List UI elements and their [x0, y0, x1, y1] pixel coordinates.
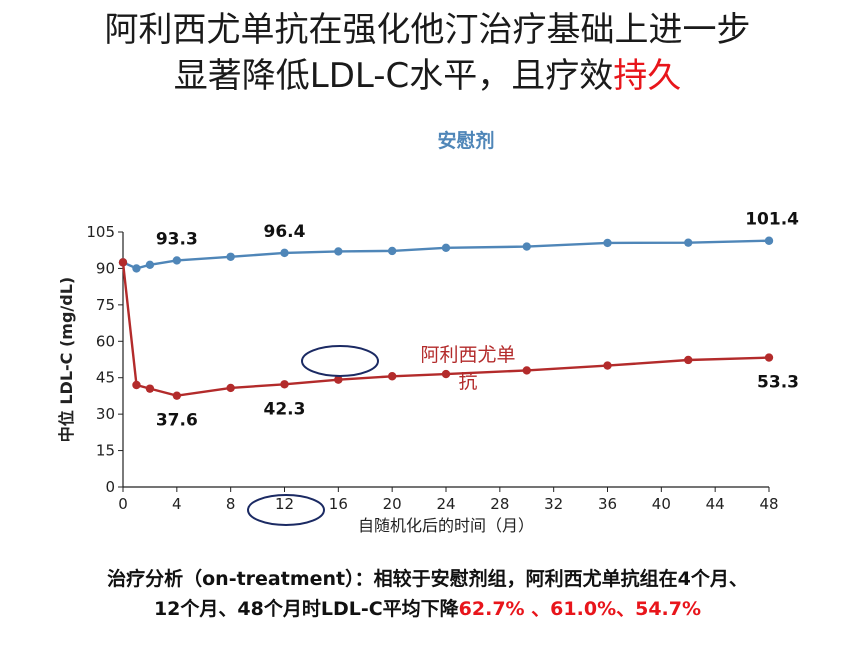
- x-tick-label: 4: [172, 495, 182, 513]
- highlight-ellipse-x12: [247, 494, 325, 526]
- footer-line-2: 12个月、48个月时LDL-C平均下降62.7% 、61.0%、54.7%: [0, 594, 855, 624]
- x-tick-label: 32: [544, 495, 563, 513]
- x-axis-title: 自随机化后的时间（月）: [358, 516, 534, 535]
- data-point-alirocumab: [132, 380, 141, 390]
- highlight-ellipse-chart: [301, 345, 379, 377]
- y-tick-label: 105: [86, 223, 115, 241]
- data-point-placebo: [145, 260, 155, 269]
- title-line-2-highlight: 持久: [613, 56, 682, 96]
- data-point-placebo: [334, 247, 343, 256]
- y-tick-label: 75: [96, 296, 115, 314]
- data-point-alirocumab: [226, 383, 235, 393]
- data-label: 42.3: [264, 399, 306, 419]
- series-label-alirocumab-line2: 抗: [458, 371, 477, 393]
- data-point-alirocumab: [441, 369, 451, 379]
- y-axis-title: 中位 LDL-C (mg/dL): [57, 277, 76, 442]
- data-point-placebo: [387, 246, 397, 256]
- x-tick-label: 0: [118, 495, 128, 513]
- y-tick-label: 60: [96, 332, 115, 350]
- data-label: 53.3: [757, 373, 799, 393]
- data-point-alirocumab: [522, 366, 531, 375]
- data-point-alirocumab: [603, 361, 612, 370]
- data-point-alirocumab: [764, 353, 774, 362]
- y-tick-label: 0: [105, 478, 115, 496]
- x-tick-label: 8: [226, 495, 236, 513]
- data-point-placebo: [522, 242, 531, 251]
- chart-series: [118, 236, 774, 400]
- title-line-2: 显著降低LDL-C水平，且疗效持久: [0, 54, 855, 98]
- data-point-alirocumab: [118, 258, 128, 267]
- footer-line-1: 治疗分析（on-treatment）：相较于安慰剂组，阿利西尤单抗组在4个月、: [107, 568, 748, 590]
- x-tick-label: 28: [490, 495, 509, 513]
- data-point-placebo: [132, 264, 141, 273]
- data-point-placebo: [226, 252, 235, 261]
- x-tick-label: 12: [275, 495, 294, 513]
- data-point-placebo: [684, 238, 693, 247]
- x-tick-label: 40: [652, 495, 671, 513]
- data-point-placebo: [764, 236, 774, 245]
- data-point-alirocumab: [334, 375, 343, 384]
- data-point-placebo: [441, 243, 451, 252]
- x-tick-label: 44: [706, 495, 725, 513]
- data-label: 37.6: [156, 411, 198, 431]
- y-tick-label: 45: [96, 369, 115, 387]
- y-tick-label: 90: [96, 259, 115, 277]
- x-tick-label: 24: [436, 495, 455, 513]
- data-point-placebo: [280, 248, 289, 258]
- footer-line-2-main: 12个月、48个月时LDL-C平均下降: [153, 598, 459, 620]
- x-tick-label: 16: [329, 495, 348, 513]
- y-tick-label: 30: [96, 405, 115, 423]
- y-tick-label: 15: [96, 442, 115, 460]
- data-point-alirocumab: [280, 380, 289, 389]
- data-label: 96.4: [264, 222, 306, 242]
- title-line-1: 阿利西尤单抗在强化他汀治疗基础上进一步: [104, 10, 751, 50]
- data-label: 93.3: [156, 229, 198, 249]
- data-point-alirocumab: [172, 391, 182, 400]
- data-point-placebo: [172, 256, 182, 265]
- data-point-alirocumab: [387, 372, 397, 381]
- series-label-alirocumab-line1: 阿利西尤单: [420, 344, 515, 366]
- data-point-alirocumab: [684, 355, 693, 365]
- data-point-placebo: [603, 238, 612, 248]
- data-label: 101.4: [745, 210, 799, 230]
- title-line-2-main: 显著降低LDL-C水平，且疗效: [173, 56, 614, 96]
- x-tick-label: 20: [383, 495, 402, 513]
- data-point-alirocumab: [145, 384, 155, 393]
- x-tick-label: 36: [598, 495, 617, 513]
- footer-line-2-highlight: 62.7% 、61.0%、54.7%: [458, 598, 702, 620]
- x-tick-label: 48: [759, 495, 778, 513]
- series-label-placebo: 安慰剂: [437, 129, 494, 152]
